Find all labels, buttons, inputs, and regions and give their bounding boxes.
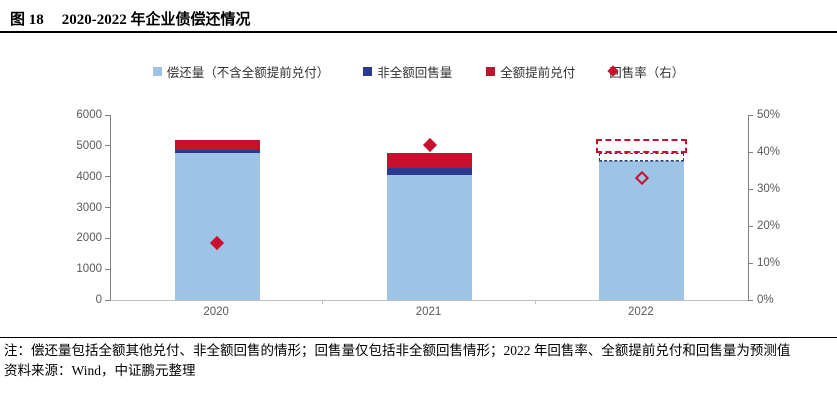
x-axis-label: 2020 xyxy=(203,306,229,318)
figure-title: 2020-2022 年企业债偿还情况 xyxy=(61,12,251,28)
x-axis-tick xyxy=(322,300,324,304)
x-axis-tick xyxy=(534,300,536,304)
y-axis-label-left: 3000 xyxy=(76,201,102,214)
forecast-box-putback xyxy=(599,152,685,161)
legend-label: 全额提前兑付 xyxy=(500,65,576,80)
legend-item: 偿还量（不含全额提前兑付） xyxy=(152,62,330,81)
plot-area xyxy=(110,115,749,301)
y-axis-tick-left xyxy=(105,176,110,178)
legend-label: 回售率（右） xyxy=(609,65,685,80)
chart-note: 注：偿还量包括全额其他兑付、非全额回售的情形；回售量仅包括非全额回售情形；202… xyxy=(4,343,791,358)
chart-region: 偿还量（不含全额提前兑付） 非全额回售量 全额提前兑付 回售率（右） 0 1000 200… xyxy=(0,34,837,337)
square-legend-icon xyxy=(363,66,373,76)
legend-item: 回售率（右） xyxy=(607,62,685,81)
y-axis-label-right: 50% xyxy=(757,109,781,121)
y-axis-tick-right xyxy=(748,299,753,301)
source-note: 资料来源：Wind，中证鹏元整理 xyxy=(4,363,196,379)
y-axis-tick-right xyxy=(748,262,753,264)
forecast-box-full-redeem xyxy=(596,139,688,153)
y-axis-label-right: 0% xyxy=(757,294,774,306)
y-axis-label-right: 30% xyxy=(757,183,781,195)
y-axis-label-right: 20% xyxy=(757,220,781,232)
y-axis-label-left: 6000 xyxy=(76,109,102,121)
y-axis-label-left: 4000 xyxy=(76,170,102,183)
bar-segment-repay-forecast xyxy=(599,160,685,300)
y-axis-label-left: 5000 xyxy=(76,139,102,152)
y-axis-label-left: 2000 xyxy=(76,232,102,245)
bar-segment-repay xyxy=(174,152,260,300)
figure-title-row: 图 18 2020-2022 年企业债偿还情况 xyxy=(0,0,837,33)
bar-segment-full-redeem xyxy=(174,139,260,150)
square-legend-icon xyxy=(152,66,162,76)
y-axis-tick-right xyxy=(748,225,753,227)
bar-segment-putback xyxy=(174,149,260,153)
y-axis-label-left: 1000 xyxy=(76,263,102,276)
square-legend-icon xyxy=(486,66,496,76)
rate-diamond xyxy=(422,137,437,152)
y-axis-tick-right xyxy=(748,188,753,190)
legend-label: 非全额回售量 xyxy=(377,65,453,80)
x-axis-label: 2022 xyxy=(628,306,654,318)
x-axis-label: 2021 xyxy=(415,306,442,318)
bar-segment-putback xyxy=(387,168,472,176)
legend-item: 非全额回售量 xyxy=(363,62,452,81)
y-axis-tick-right xyxy=(748,151,753,153)
chart-legend: 偿还量（不含全额提前兑付） 非全额回售量 全额提前兑付 回售率（右） xyxy=(0,62,837,80)
y-axis-label-right: 40% xyxy=(757,146,781,158)
bar-segment-repay xyxy=(387,175,472,300)
y-axis-label-right: 10% xyxy=(757,257,781,269)
y-axis-tick-left xyxy=(105,145,110,147)
legend-label: 偿还量（不含全额提前兑付） xyxy=(166,65,330,80)
legend-item: 全额提前兑付 xyxy=(486,62,575,81)
y-axis-tick-left xyxy=(105,237,110,239)
y-axis-tick-left xyxy=(105,207,110,208)
bar-segment-full-redeem xyxy=(387,152,472,169)
y-axis-label-left: 0 xyxy=(95,294,102,306)
figure-number: 图 18 xyxy=(10,12,44,28)
y-axis-tick-left xyxy=(105,114,110,116)
y-axis-tick-right xyxy=(748,114,753,116)
y-axis-tick-left xyxy=(105,299,110,301)
y-axis-tick-left xyxy=(105,268,110,270)
notes-region: 注：偿还量包括全额其他兑付、非全额回售的情形；回售量仅包括非全额回售情形；202… xyxy=(0,337,837,380)
